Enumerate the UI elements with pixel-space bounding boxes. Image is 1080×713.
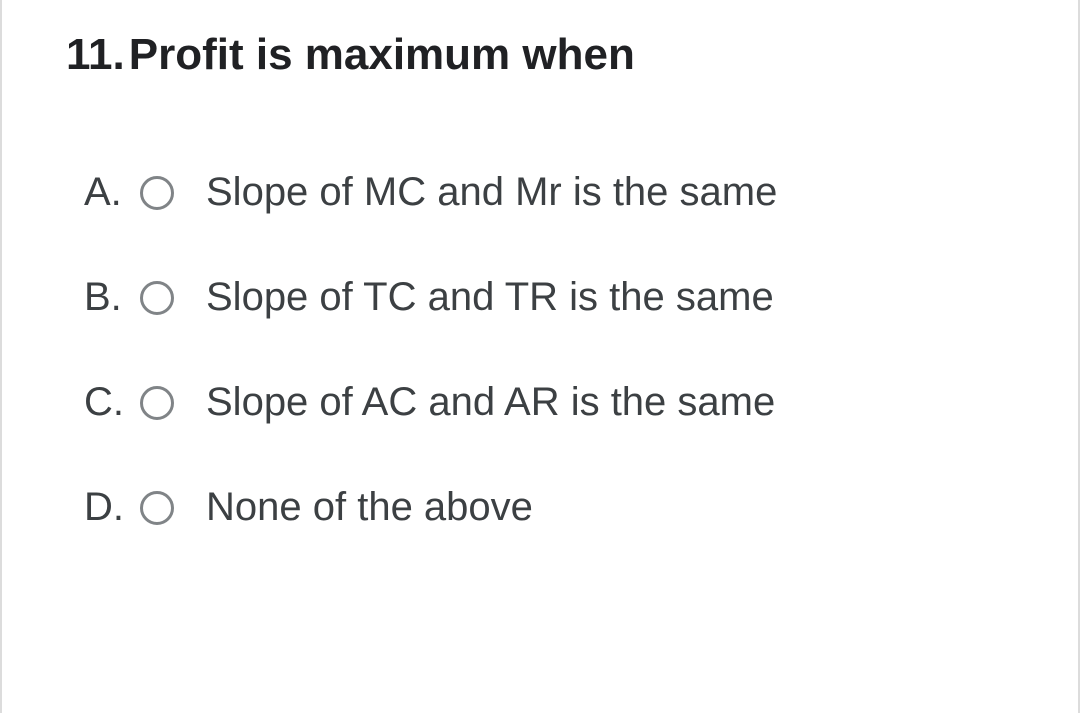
- option-letter: B.: [84, 275, 140, 320]
- option-a: A. Slope of MC and Mr is the same: [84, 170, 1028, 215]
- option-text: None of the above: [206, 485, 533, 530]
- option-c: C. Slope of AC and AR is the same: [84, 380, 1028, 425]
- question-text: Profit is maximum when: [129, 30, 635, 80]
- question-number: 11.: [66, 30, 125, 80]
- radio-a[interactable]: [140, 176, 174, 210]
- option-letter: A.: [84, 170, 140, 215]
- question-row: 11. Profit is maximum when: [66, 30, 1028, 80]
- option-d: D. None of the above: [84, 485, 1028, 530]
- radio-c[interactable]: [140, 386, 174, 420]
- options-list: A. Slope of MC and Mr is the same B. Slo…: [66, 170, 1028, 530]
- option-letter: D.: [84, 485, 140, 530]
- option-letter: C.: [84, 380, 140, 425]
- option-text: Slope of AC and AR is the same: [206, 380, 775, 425]
- quiz-container: 11. Profit is maximum when A. Slope of M…: [0, 0, 1080, 713]
- radio-b[interactable]: [140, 281, 174, 315]
- option-text: Slope of TC and TR is the same: [206, 275, 774, 320]
- option-text: Slope of MC and Mr is the same: [206, 170, 777, 215]
- option-b: B. Slope of TC and TR is the same: [84, 275, 1028, 320]
- radio-d[interactable]: [140, 491, 174, 525]
